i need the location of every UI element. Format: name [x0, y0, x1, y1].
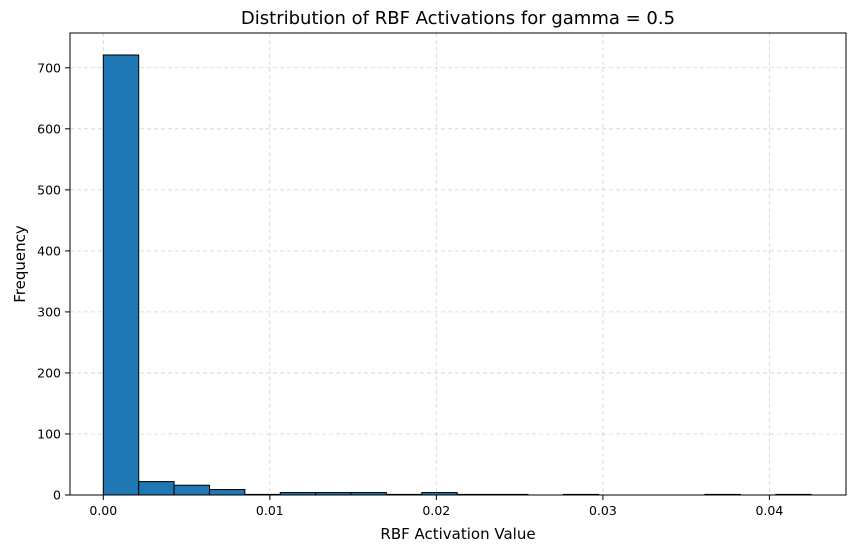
y-tick-label: 400	[37, 243, 61, 258]
histogram-bar	[138, 481, 175, 496]
x-tick-label: 0.02	[422, 503, 450, 518]
plot-area-frame	[69, 32, 847, 496]
x-tick-label: 0.00	[89, 503, 117, 518]
histogram-bar	[102, 54, 140, 496]
x-tick-label: 0.04	[755, 503, 783, 518]
grid-lines	[70, 33, 846, 496]
x-axis-label: RBF Activation Value	[380, 525, 535, 543]
histogram-bar	[208, 489, 246, 496]
y-axis-ticks: 0 100 200 300 400 500 600 700	[37, 60, 70, 503]
histogram-bar	[173, 484, 210, 496]
y-tick-label: 0	[53, 488, 61, 503]
y-tick-label: 500	[37, 182, 61, 197]
y-axis-label: Frequency	[11, 225, 29, 303]
y-tick-label: 600	[37, 121, 61, 136]
y-tick-label: 200	[37, 365, 61, 380]
y-tick-label: 100	[37, 426, 61, 441]
x-tick-label: 0.03	[589, 503, 617, 518]
x-axis-ticks: 0.00 0.01 0.02 0.03 0.04	[89, 495, 783, 518]
y-tick-label: 300	[37, 304, 61, 319]
y-tick-label: 700	[37, 60, 61, 75]
x-tick-label: 0.01	[256, 503, 284, 518]
chart-title: Distribution of RBF Activations for gamm…	[241, 8, 675, 29]
histogram-bars	[102, 54, 812, 496]
